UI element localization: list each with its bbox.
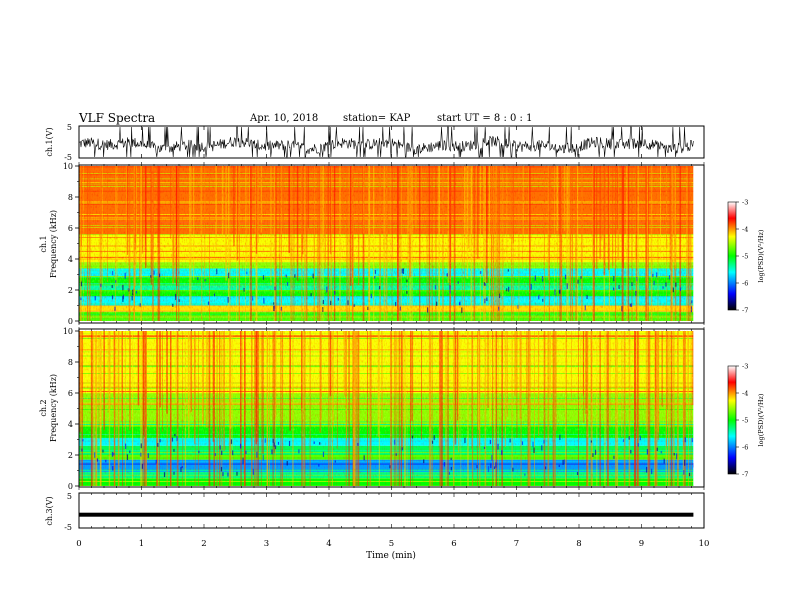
spec-ytick-label: 10 xyxy=(63,162,73,171)
ch3-wave-series xyxy=(79,512,694,517)
x-tick-label: 10 xyxy=(699,539,710,549)
ch3-wave-ylabel: ch.3(V) xyxy=(45,496,54,525)
ch1-spectrogram-panel: 0 2 4 6 8 10 ch.1Frequency (kHz) -3 -4 -5 -6 -7 l… xyxy=(39,162,765,326)
ch3-ytick-top: 5 xyxy=(67,492,72,501)
ch1-grain-yellow xyxy=(79,243,693,321)
ch2-spectrogram-panel: 0 2 4 6 8 10 ch.2Frequency (kHz) -3 -4 -5 -6 -7 l… xyxy=(39,327,765,491)
spec-ytick-label: 8 xyxy=(68,358,73,367)
x-tick-label: 7 xyxy=(514,539,519,549)
ch1-ytick-top: 5 xyxy=(67,123,72,132)
ch1-wave-ylabel: ch.1(V) xyxy=(45,127,54,156)
colorbar-tick-label: -7 xyxy=(742,307,748,315)
x-tick-label: 1 xyxy=(139,539,144,549)
ch1-colorbar xyxy=(727,201,737,311)
spec-ytick-label: 4 xyxy=(68,420,73,429)
ch3-waveform-panel: 5 -5 ch.3(V) 0 1 2 3 4 5 6 7 8 9 10 Time (min) xyxy=(45,492,709,561)
ch2-colorbar-label: log(PSD)(V²/Hz) xyxy=(757,393,765,446)
x-tick-label: 5 xyxy=(389,539,394,549)
station-label: station= KAP xyxy=(343,113,411,124)
x-tick-label: 2 xyxy=(201,539,206,549)
spec-ytick-label: 0 xyxy=(68,482,73,491)
colorbar-tick-label: -6 xyxy=(742,280,748,288)
spec-ytick-label: 2 xyxy=(68,451,73,460)
colorbar-tick-label: -4 xyxy=(742,390,748,398)
spec-ytick-label: 10 xyxy=(63,327,73,336)
ch2-spec-ylabel: ch.2Frequency (kHz) xyxy=(39,374,58,442)
ch1-wave-series xyxy=(78,126,694,158)
colorbar-tick-label: -5 xyxy=(742,253,748,261)
spec-blank-region xyxy=(693,166,704,321)
spec-ytick-label: 6 xyxy=(68,224,73,233)
spec-blank-region xyxy=(693,331,704,486)
ch1-colorbar-label: log(PSD)(V²/Hz) xyxy=(757,229,765,282)
ch2-colorbar xyxy=(727,365,737,475)
x-tick-label: 9 xyxy=(639,539,644,549)
x-tick-label: 4 xyxy=(326,539,331,549)
ch3-wave-frame xyxy=(78,492,705,529)
ch3-ytick-bottom: -5 xyxy=(64,523,72,532)
colorbar-tick-label: -5 xyxy=(742,417,748,425)
x-tick-label: 3 xyxy=(264,539,269,549)
ch1-spec-ylabel: ch.1Frequency (kHz) xyxy=(39,210,58,278)
spec-ytick-label: 0 xyxy=(68,317,73,326)
figure-title: VLF Spectra xyxy=(79,111,156,125)
start-ut-label: start UT = 8 : 0 : 1 xyxy=(437,113,533,124)
x-tick-label: 6 xyxy=(451,539,456,549)
ch2-grain-yellow xyxy=(79,330,693,440)
colorbar-tick-label: -4 xyxy=(742,226,748,234)
spec-ytick-label: 2 xyxy=(68,286,73,295)
colorbar-tick-label: -6 xyxy=(742,444,748,452)
colorbar-tick-label: -7 xyxy=(742,471,748,479)
spec-ytick-label: 6 xyxy=(68,389,73,398)
date-label: Apr. 10, 2018 xyxy=(250,113,319,124)
ch1-ytick-bottom: -5 xyxy=(64,153,72,162)
x-axis-label: Time (min) xyxy=(366,550,416,561)
ch1-waveform-panel: 5 -5 ch.1(V) xyxy=(45,123,705,162)
colorbar-tick-label: -3 xyxy=(742,363,748,371)
spec-ytick-label: 8 xyxy=(68,193,73,202)
x-tick-label: 0 xyxy=(76,539,81,549)
spec-ytick-label: 4 xyxy=(68,255,73,264)
x-tick-label: 8 xyxy=(576,539,581,549)
colorbar-tick-label: -3 xyxy=(742,199,748,207)
